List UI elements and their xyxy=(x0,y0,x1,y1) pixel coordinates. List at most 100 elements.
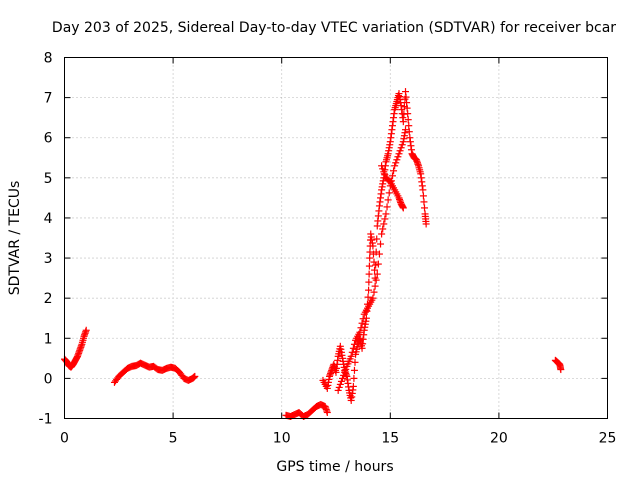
plot-frame xyxy=(64,57,608,419)
data-point xyxy=(386,182,394,190)
data-point xyxy=(381,171,389,179)
data-point xyxy=(402,126,410,134)
data-point xyxy=(378,230,386,238)
data-point xyxy=(359,315,367,323)
data-point xyxy=(405,122,413,130)
axis-ticks xyxy=(64,57,608,419)
y-tick-label: -1 xyxy=(39,412,53,428)
y-tick-label: 3 xyxy=(44,251,53,267)
data-point xyxy=(419,186,427,194)
x-tick-label: 0 xyxy=(60,431,69,447)
data-point xyxy=(350,374,358,382)
data-point xyxy=(382,210,390,218)
data-point xyxy=(349,382,357,390)
data-point xyxy=(347,352,355,360)
data-point xyxy=(391,162,399,170)
y-tick-label: 6 xyxy=(44,131,53,147)
data-point xyxy=(379,225,387,233)
data-point xyxy=(348,348,356,356)
data-point xyxy=(366,248,374,256)
data-point xyxy=(366,254,374,262)
data-point xyxy=(339,374,347,382)
data-point xyxy=(335,383,343,391)
data-point xyxy=(396,147,404,155)
data-point xyxy=(385,189,393,197)
data-point xyxy=(404,110,412,118)
data-point xyxy=(370,288,378,296)
data-point xyxy=(349,344,357,352)
chart-title: Day 203 of 2025, Sidereal Day-to-day VTE… xyxy=(52,20,616,36)
data-point xyxy=(399,118,407,126)
data-point xyxy=(373,235,381,243)
y-axis-label: SDTVAR / TECUs xyxy=(7,181,23,296)
data-point xyxy=(378,162,386,170)
data-point xyxy=(82,326,90,334)
data-point xyxy=(405,128,413,136)
x-tick-label: 5 xyxy=(169,431,178,447)
data-point xyxy=(399,204,407,212)
data-point xyxy=(358,319,366,327)
x-tick-label: 25 xyxy=(599,431,617,447)
data-point xyxy=(422,220,430,228)
x-tick-label: 20 xyxy=(490,431,508,447)
data-point xyxy=(392,159,400,167)
data-point xyxy=(371,282,379,290)
data-point xyxy=(395,150,403,158)
data-point xyxy=(384,196,392,204)
data-point xyxy=(421,204,429,212)
data-point xyxy=(370,258,378,266)
data-point xyxy=(341,368,349,376)
data-point xyxy=(381,215,389,223)
data-point xyxy=(379,165,387,173)
x-tick-label: 15 xyxy=(381,431,399,447)
data-point xyxy=(364,293,372,301)
data-point xyxy=(372,276,380,284)
data-point xyxy=(323,408,331,416)
data-point xyxy=(369,294,377,302)
data-point xyxy=(365,262,373,270)
data-point xyxy=(380,220,388,228)
data-point xyxy=(369,242,377,250)
x-tick-labels: 0 5 10 15 20 25 xyxy=(60,431,616,447)
data-point xyxy=(388,172,396,180)
data-point xyxy=(371,266,379,274)
data-point xyxy=(342,365,350,373)
data-point xyxy=(365,286,373,294)
data-point xyxy=(380,168,388,176)
y-tick-label: 2 xyxy=(44,291,53,307)
x-axis-label: GPS time / hours xyxy=(276,459,393,475)
y-tick-labels: -1 0 1 2 3 4 5 6 7 8 xyxy=(39,51,53,428)
data-point xyxy=(557,366,565,374)
y-tick-label: 7 xyxy=(44,91,53,107)
data-point xyxy=(373,270,381,278)
data-point xyxy=(336,380,344,388)
data-point xyxy=(420,198,428,206)
y-tick-label: 1 xyxy=(44,331,53,347)
data-point xyxy=(383,203,391,211)
data-point xyxy=(398,141,406,149)
data-point xyxy=(390,167,398,175)
data-point xyxy=(375,250,383,258)
data-point xyxy=(394,153,402,161)
data-point xyxy=(357,324,365,332)
data-point xyxy=(350,366,358,374)
data-point xyxy=(387,177,395,185)
y-tick-label: 8 xyxy=(44,51,53,67)
data-point xyxy=(340,371,348,379)
data-point xyxy=(365,278,373,286)
data-point xyxy=(350,340,358,348)
data-point xyxy=(337,377,345,385)
data-points xyxy=(61,88,565,420)
y-tick-label: 4 xyxy=(44,211,53,227)
data-point xyxy=(351,358,359,366)
data-point xyxy=(191,372,199,380)
data-point xyxy=(365,270,373,278)
data-point xyxy=(377,240,385,248)
data-point xyxy=(419,192,427,200)
data-point xyxy=(393,156,401,164)
data-point xyxy=(374,260,382,268)
x-tick-label: 10 xyxy=(273,431,291,447)
data-point xyxy=(356,328,364,336)
